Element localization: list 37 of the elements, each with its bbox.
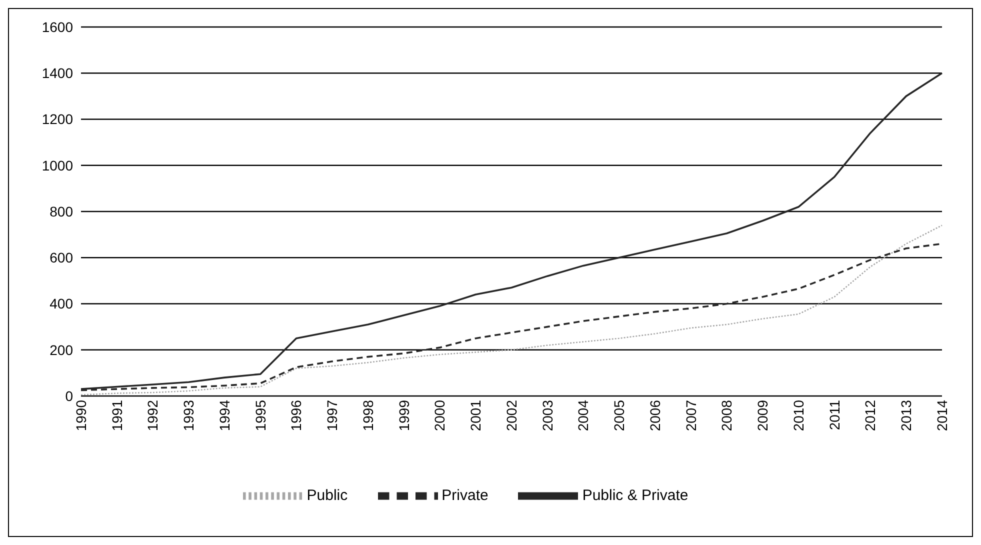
x-tick-label: 2012	[862, 400, 878, 432]
x-tick-label: 1997	[324, 400, 340, 432]
x-tick-label: 2013	[898, 400, 914, 432]
y-tick-label: 400	[50, 296, 74, 312]
y-tick-label: 1200	[42, 111, 74, 128]
x-tick-label: 2010	[790, 400, 806, 432]
legend-label: Public & Private	[582, 486, 688, 504]
y-tick-label: 1400	[42, 65, 74, 82]
y-tick-label: 200	[50, 342, 74, 358]
x-tick-label: 1995	[252, 400, 268, 432]
legend-label: Private	[442, 486, 488, 504]
x-tick-label: 1992	[144, 400, 161, 432]
y-tick-label: 600	[50, 250, 74, 266]
x-tick-label: 2000	[432, 400, 448, 432]
y-tick-label: 1000	[42, 157, 74, 174]
x-tick-label: 2007	[682, 400, 699, 432]
x-tick-label: 1991	[108, 400, 125, 432]
x-tick-label: 2011	[826, 400, 842, 430]
x-tick-label: 2009	[754, 400, 771, 432]
x-tick-label: 2008	[718, 400, 735, 432]
x-tick-label: 2005	[611, 400, 628, 432]
legend-label: Public	[306, 486, 348, 504]
x-tick-label: 2014	[934, 400, 950, 432]
x-tick-label: 2006	[646, 400, 663, 432]
x-tick-label: 1998	[360, 400, 376, 432]
x-tick-label: 2001	[468, 400, 484, 432]
y-tick-label: 800	[50, 203, 74, 220]
x-tick-label: 2002	[503, 400, 520, 432]
x-tick-label: 1993	[180, 400, 197, 432]
x-tick-label: 1990	[72, 400, 89, 432]
x-tick-label: 1996	[288, 400, 304, 432]
x-tick-label: 2004	[575, 400, 592, 432]
x-tick-label: 1994	[216, 400, 232, 432]
y-tick-label: 1600	[42, 18, 74, 35]
x-tick-label: 1999	[396, 400, 412, 432]
x-tick-label: 2003	[539, 400, 556, 432]
y-tick-label: 0	[65, 388, 74, 404]
